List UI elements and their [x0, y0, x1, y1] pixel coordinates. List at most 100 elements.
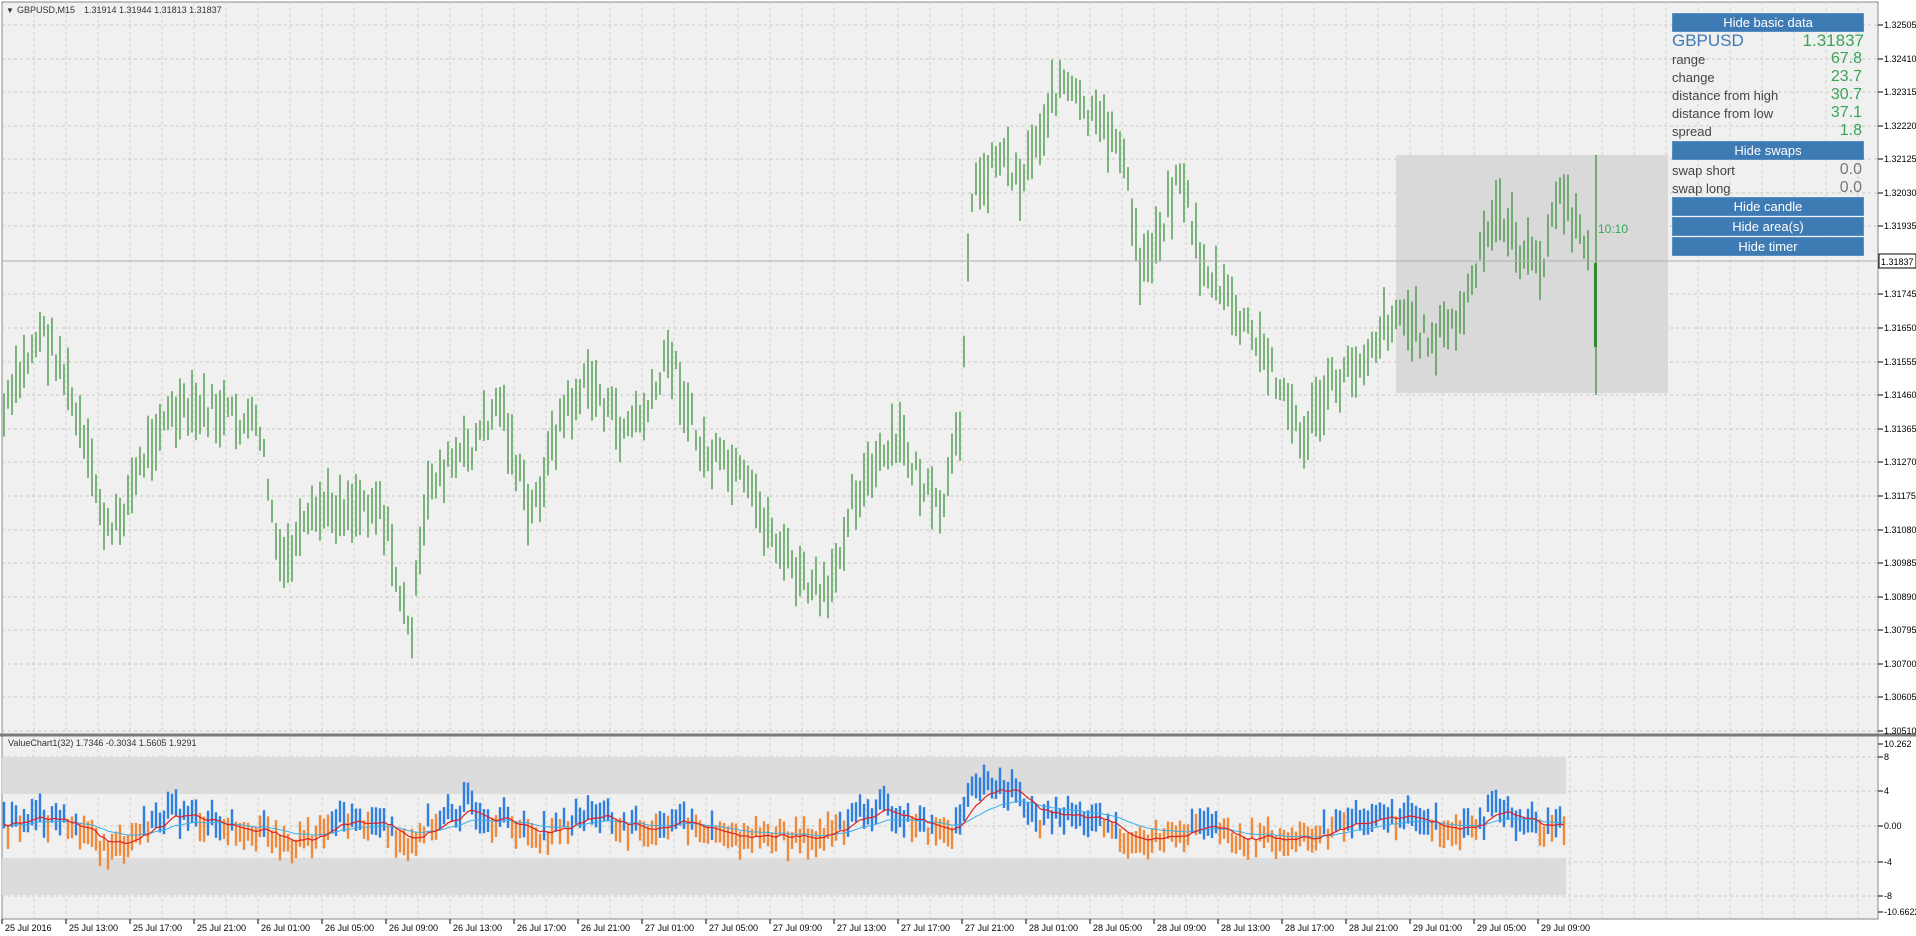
indicator-axis-label: 10.262: [1884, 739, 1912, 749]
current-price-label: 1.31837: [1881, 257, 1914, 267]
price-axis-label: 1.32220: [1884, 121, 1916, 131]
time-axis-label: 26 Jul 21:00: [581, 923, 630, 933]
indicator-fast-line: [3, 789, 1565, 845]
panel-row-range: range 67.8: [1672, 50, 1862, 68]
panel-symbol: GBPUSD: [1672, 31, 1744, 50]
time-axis-label: 29 Jul 05:00: [1477, 923, 1526, 933]
price-axis-label: 1.32505: [1884, 20, 1916, 30]
indicator-header: ValueChart1(32) 1.7346 -0.3034 1.5605 1.…: [8, 738, 196, 748]
time-axis-label: 27 Jul 21:00: [965, 923, 1014, 933]
hide-areas-button[interactable]: Hide area(s): [1672, 217, 1864, 236]
price-axis-label: 1.31935: [1884, 221, 1916, 231]
overbought-band: [2, 757, 1566, 794]
price-axis-label: 1.32315: [1884, 87, 1916, 97]
chart-menu-icon[interactable]: ▼: [6, 6, 14, 15]
price-axis-label: 1.32125: [1884, 154, 1916, 164]
row-value: 0.0: [1839, 161, 1862, 178]
time-axis-label: 27 Jul 01:00: [645, 923, 694, 933]
price-axis-label: 1.31460: [1884, 390, 1916, 400]
candle-timer: 10:10: [1598, 222, 1628, 236]
time-axis-label: 26 Jul 01:00: [261, 923, 310, 933]
row-label: swap short: [1672, 163, 1735, 178]
current-candle-body: [1594, 263, 1597, 347]
main-header-ohlc: 1.31914 1.31944 1.31813 1.31837: [84, 5, 222, 15]
price-axis-label: 1.31270: [1884, 457, 1916, 467]
hide-basic-data-button[interactable]: Hide basic data: [1672, 13, 1864, 32]
indicator-axis-label: -4: [1884, 857, 1892, 867]
time-axis-label: 28 Jul 09:00: [1157, 923, 1206, 933]
indicator-axis-label: 0.00: [1884, 821, 1902, 831]
time-axis-label: 29 Jul 09:00: [1541, 923, 1590, 933]
price-axis-label: 1.31365: [1884, 424, 1916, 434]
indicator-bars: [2, 764, 1566, 870]
row-value: 0.0: [1839, 179, 1862, 196]
price-axis-label: 1.30890: [1884, 592, 1916, 602]
row-label: distance from high: [1672, 88, 1779, 103]
main-grid: [2, 2, 1878, 734]
hide-timer-button[interactable]: Hide timer: [1672, 237, 1864, 256]
indicator-axis-label: 4: [1884, 786, 1889, 796]
time-axis: 25 Jul 2016 25 Jul 13:00 25 Jul 17:00 25 Ju…: [1, 919, 1590, 933]
time-axis-label: 26 Jul 05:00: [325, 923, 374, 933]
time-axis-label: 26 Jul 13:00: [453, 923, 502, 933]
price-axis-label: 1.32410: [1884, 54, 1916, 64]
panel-row-swap-long: swap long 0.0: [1672, 179, 1862, 197]
row-value: 1.8: [1839, 122, 1862, 139]
current-price-tag: [1878, 253, 1916, 269]
indicator-axis-label: -10.6622: [1884, 907, 1916, 917]
price-axis-label: 1.30985: [1884, 558, 1916, 568]
price-axis-label: 1.30605: [1884, 692, 1916, 702]
price-axis-label: 1.31555: [1884, 357, 1916, 367]
time-axis-label: 28 Jul 13:00: [1221, 923, 1270, 933]
panel-price: 1.31837: [1802, 31, 1864, 50]
time-axis-label: 27 Jul 13:00: [837, 923, 886, 933]
row-value: 67.8: [1830, 50, 1862, 67]
time-axis-label: 26 Jul 09:00: [389, 923, 438, 933]
time-axis-label: 27 Jul 17:00: [901, 923, 950, 933]
time-axis-label: 26 Jul 17:00: [517, 923, 566, 933]
row-label: swap long: [1672, 181, 1731, 196]
indicator-axis-label: 8: [1884, 752, 1889, 762]
hide-swaps-button[interactable]: Hide swaps: [1672, 141, 1864, 160]
panel-row-spread: spread 1.8: [1672, 122, 1862, 140]
time-axis-label: 28 Jul 21:00: [1349, 923, 1398, 933]
price-axis-label: 1.32030: [1884, 188, 1916, 198]
row-label: range: [1672, 52, 1706, 67]
main-header-symbol: GBPUSD,M15: [17, 5, 75, 15]
price-axis-label: 1.31080: [1884, 525, 1916, 535]
panel-row-swap-short: swap short 0.0: [1672, 161, 1862, 179]
price-axis-label: 1.31175: [1884, 491, 1916, 501]
time-axis-label: 25 Jul 21:00: [197, 923, 246, 933]
price-axis-label: 1.30510: [1884, 726, 1916, 736]
time-axis-label: 25 Jul 2016: [5, 923, 52, 933]
row-label: change: [1672, 70, 1715, 85]
time-axis-label: 28 Jul 01:00: [1029, 923, 1078, 933]
time-axis-label: 28 Jul 17:00: [1285, 923, 1334, 933]
price-axis-label: 1.30795: [1884, 625, 1916, 635]
row-label: spread: [1672, 124, 1712, 139]
row-label: distance from low: [1672, 106, 1774, 121]
row-value: 37.1: [1830, 104, 1862, 121]
panel-row-distance-low: distance from low 37.1: [1672, 104, 1862, 122]
oversold-band: [2, 858, 1566, 895]
time-axis-label: 25 Jul 13:00: [69, 923, 118, 933]
time-axis-label: 25 Jul 17:00: [133, 923, 182, 933]
row-value: 23.7: [1830, 68, 1862, 85]
panel-row-distance-high: distance from high 30.7: [1672, 86, 1862, 104]
price-axis-label: 1.30700: [1884, 659, 1916, 669]
price-axis: 1.32505 1.32410 1.32315 1.32220 1.32125 1.320…: [1878, 20, 1916, 736]
price-axis-label: 1.31650: [1884, 323, 1916, 333]
indicator-axis: 10.262 8 4 0.00 -4 -8 -10.6622: [1878, 739, 1916, 917]
price-bars: [3, 59, 1597, 659]
price-axis-label: 1.31745: [1884, 289, 1916, 299]
time-axis-label: 29 Jul 01:00: [1413, 923, 1462, 933]
time-axis-label: 27 Jul 05:00: [709, 923, 758, 933]
indicator-axis-label: -8: [1884, 891, 1892, 901]
range-area-box[interactable]: [1396, 155, 1668, 393]
row-value: 30.7: [1830, 86, 1862, 103]
hide-candle-button[interactable]: Hide candle: [1672, 197, 1864, 216]
panel-row-change: change 23.7: [1672, 68, 1862, 86]
time-axis-label: 27 Jul 09:00: [773, 923, 822, 933]
time-axis-label: 28 Jul 05:00: [1093, 923, 1142, 933]
